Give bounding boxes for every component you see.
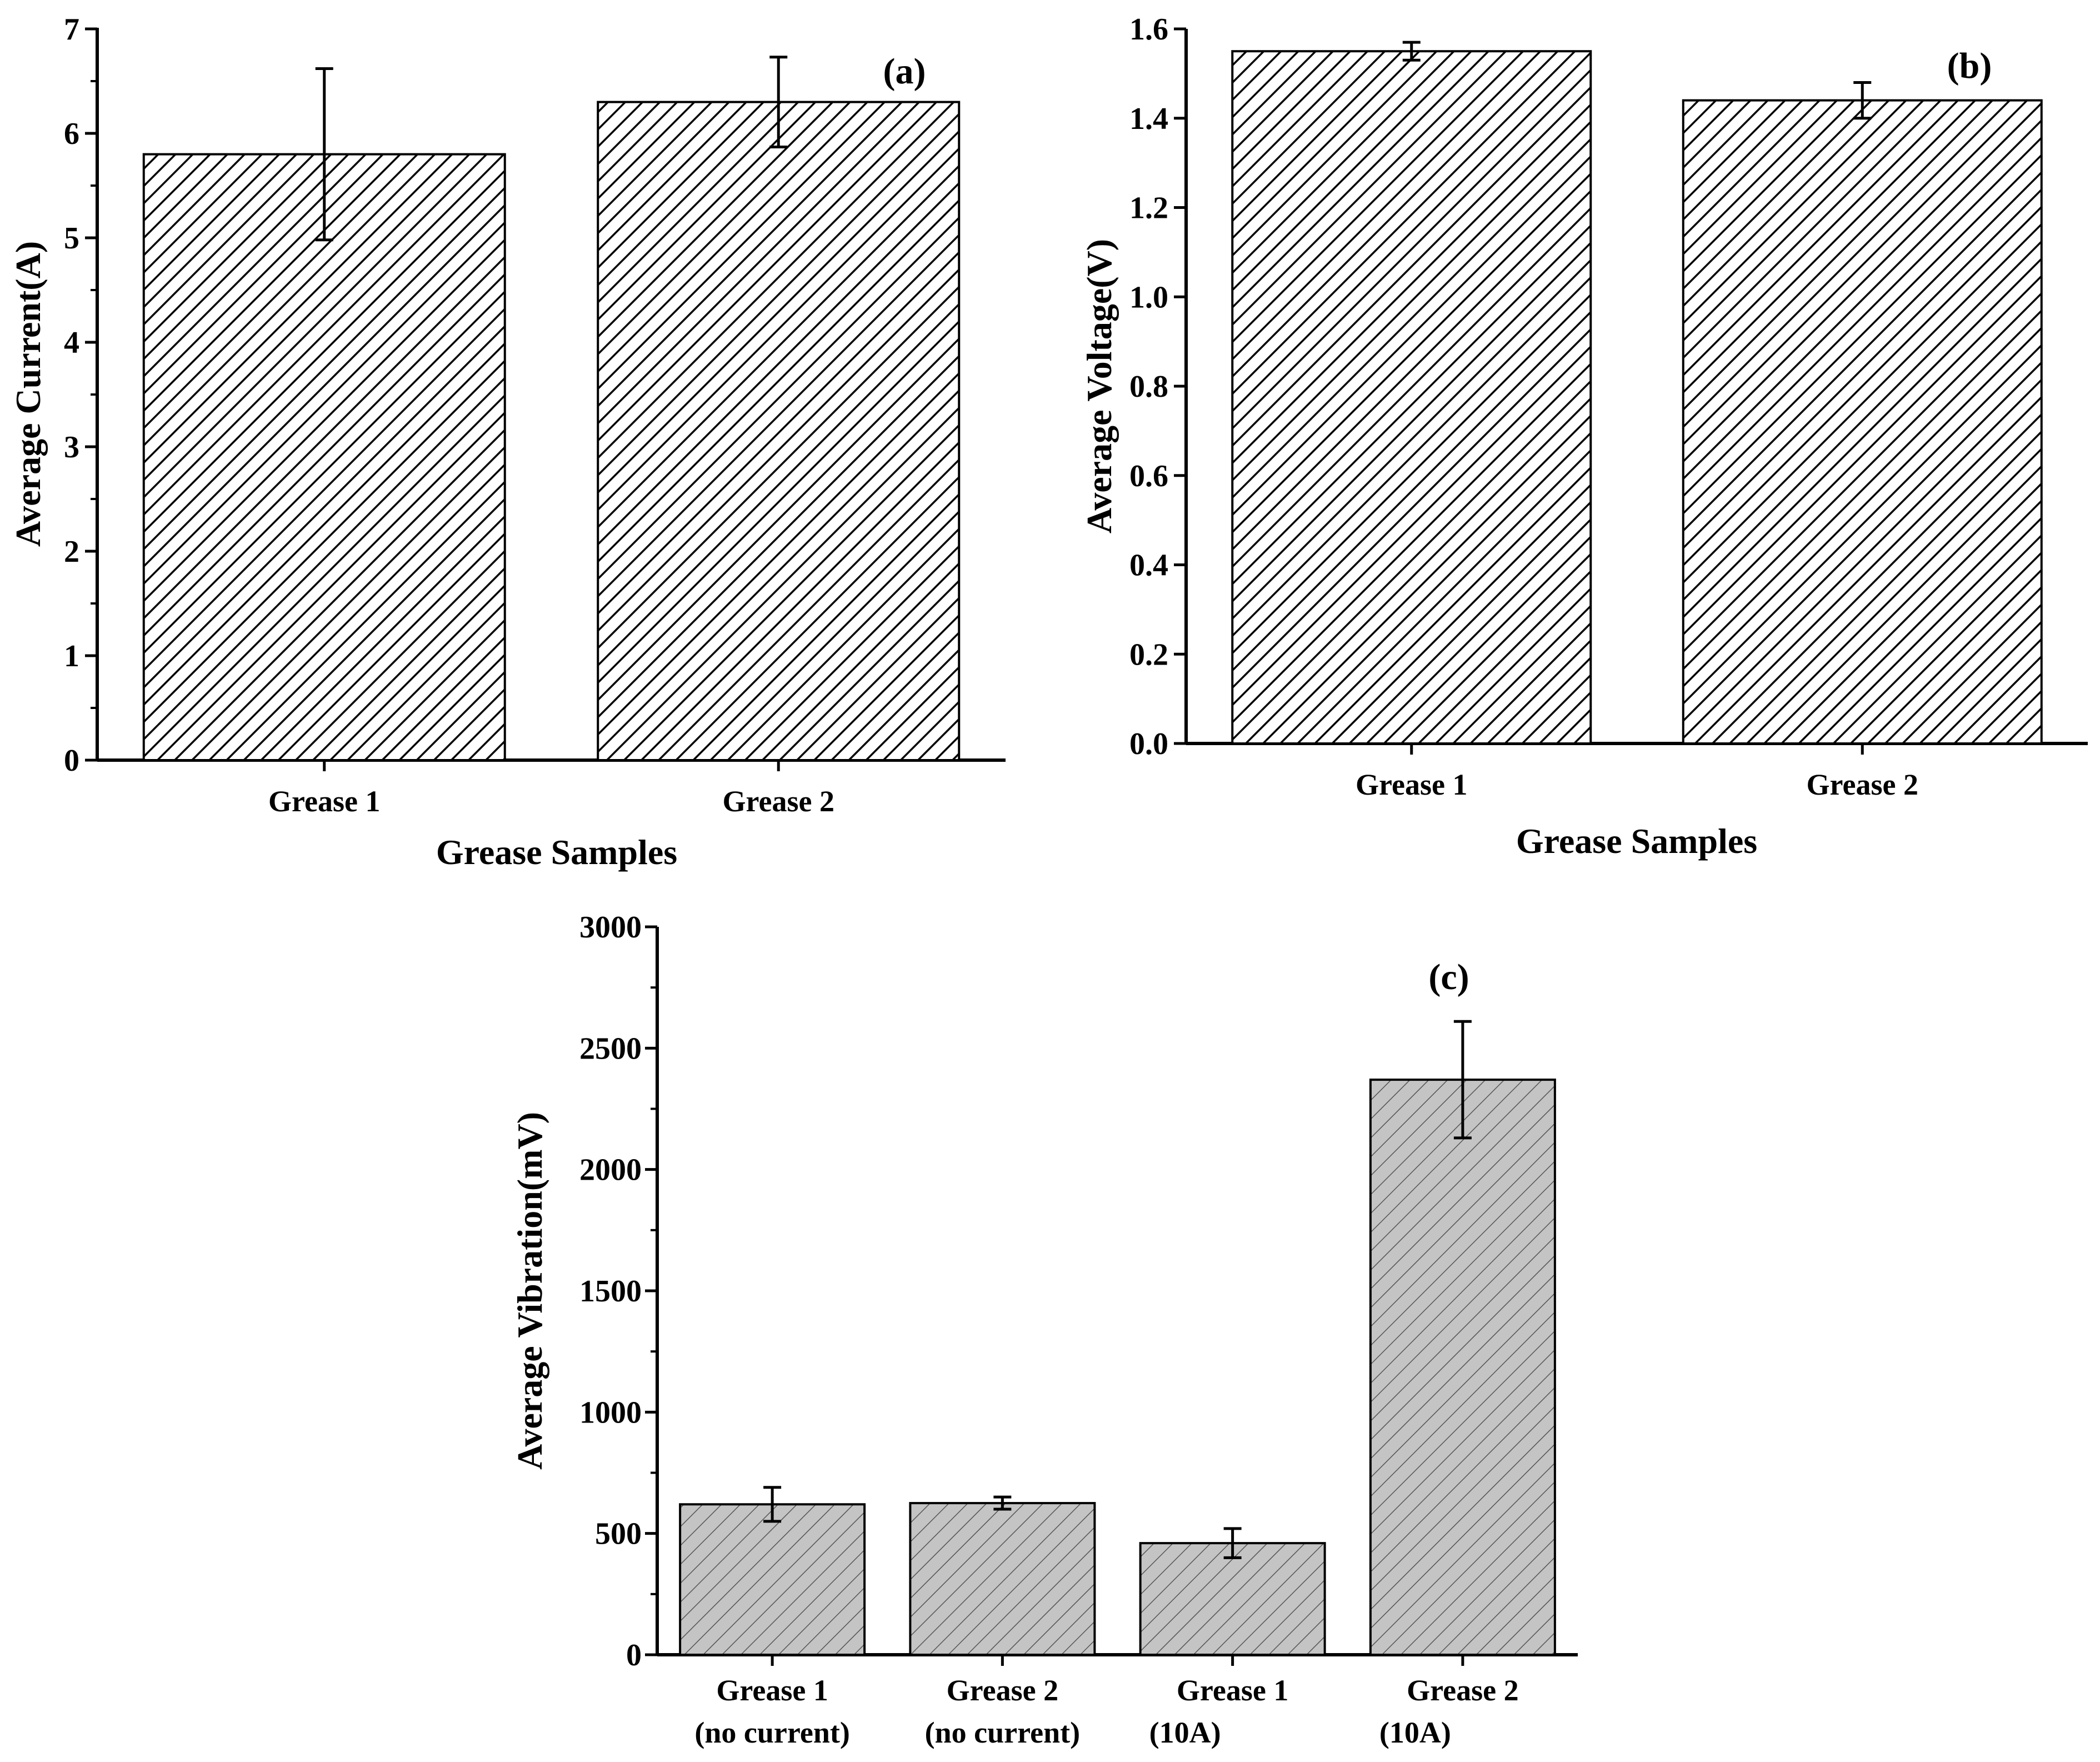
y-tick-label: 3 (64, 430, 79, 465)
x-tick-label: (no current) (925, 1716, 1080, 1749)
y-tick-label: 0.0 (1129, 727, 1168, 761)
x-tick-label: Grease 2 (1407, 1674, 1518, 1707)
x-tick-label: Grease 1 (268, 785, 380, 818)
bar (679, 1503, 866, 1656)
bar (1369, 1079, 1556, 1656)
x-tick-label: (10A) (1149, 1716, 1221, 1749)
x-tick-label: Grease 2 (1807, 768, 1918, 801)
panel-label: (c) (1428, 957, 1469, 997)
chart-a: 0 1 2 3 4 5 6 7 Grease 1 Grease 2 Average Curren… (8, 12, 1006, 872)
y-tick-label: 4 (64, 326, 79, 360)
y-tick-label: 2 (64, 535, 79, 569)
bar (1682, 99, 2043, 745)
bar (142, 153, 506, 762)
y-tick-label: 0.8 (1129, 370, 1168, 404)
y-tick-label: 0 (64, 743, 79, 778)
y-tick-label: 1 (64, 639, 79, 673)
x-tick-label: Grease 2 (723, 785, 834, 818)
bar (1139, 1542, 1326, 1656)
y-tick-label: 1.0 (1129, 280, 1168, 315)
y-tick-label: 1.4 (1129, 102, 1168, 136)
x-axis-title: Grease Samples (1516, 821, 1757, 861)
bar (597, 101, 961, 762)
y-tick-label: 7 (64, 12, 79, 47)
bar (1231, 50, 1592, 745)
y-tick-label: 0.2 (1129, 637, 1168, 672)
y-tick-label: 1.2 (1129, 191, 1168, 226)
y-tick-label: 0.6 (1129, 459, 1168, 493)
x-tick-label: Grease 1 (1177, 1674, 1288, 1707)
y-axis-title: Average Voltage(V) (1079, 239, 1119, 533)
chart-b: 0.0 0.2 0.4 0.6 0.8 1.0 1.2 1.4 1.6 Grease 1 Grea… (1079, 12, 2088, 861)
y-tick-label: 500 (595, 1517, 642, 1551)
y-tick-label: 5 (64, 221, 79, 256)
y-tick-label: 0 (626, 1638, 642, 1673)
x-tick-label: Grease 2 (947, 1674, 1058, 1707)
x-tick-label: Grease 1 (1356, 768, 1467, 801)
y-tick-label: 0.4 (1129, 548, 1168, 583)
y-axis-title: Average Vibration(mV) (510, 1112, 549, 1470)
y-tick-label: 3000 (579, 910, 642, 945)
panel-label: (b) (1947, 46, 1992, 86)
y-tick-label: 1000 (579, 1395, 642, 1430)
y-tick-label: 1500 (579, 1274, 642, 1309)
y-tick-label: 6 (64, 117, 79, 151)
panel-label: (a) (883, 51, 926, 92)
x-tick-label: Grease 1 (716, 1674, 828, 1707)
y-tick-label: 1.6 (1129, 12, 1168, 47)
x-tick-label: (no current) (694, 1716, 849, 1749)
bar (909, 1502, 1096, 1656)
x-axis-title: Grease Samples (436, 832, 677, 872)
y-tick-label: 2500 (579, 1031, 642, 1066)
y-axis-title: Average Current(A) (8, 241, 48, 547)
chart-c: 0 500 1000 1500 2000 2500 3000 Grease 1 (no cur… (510, 910, 1578, 1749)
x-tick-label: (10A) (1379, 1716, 1451, 1749)
y-tick-label: 2000 (579, 1153, 642, 1187)
